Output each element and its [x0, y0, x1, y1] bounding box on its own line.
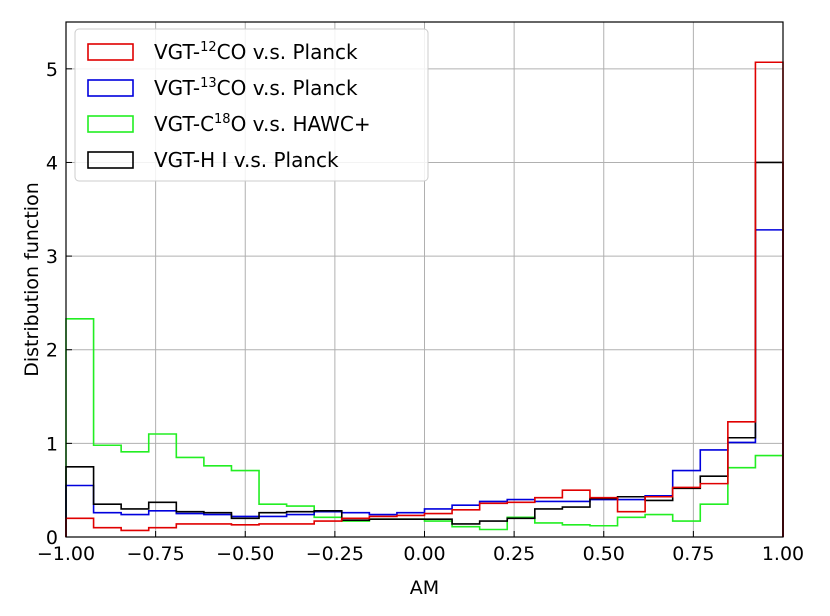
x-axis-label: AM	[410, 577, 439, 599]
x-tick-label: 0.50	[583, 543, 625, 565]
series-layer	[65, 61, 784, 537]
x-tick-label: −0.75	[127, 543, 185, 565]
legend-swatch-hi	[87, 151, 134, 169]
x-tick-label: 0.75	[672, 543, 714, 565]
y-tick-label: 2	[46, 340, 58, 362]
legend-label-co13: VGT-13CO v.s. Planck	[154, 76, 358, 100]
legend-label-c18o: VGT-C18O v.s. HAWC+	[154, 112, 371, 136]
legend-label-co12: VGT-12CO v.s. Planck	[154, 40, 358, 64]
legend: VGT-12CO v.s. Planck VGT-13CO v.s. Planck…	[74, 28, 429, 182]
ticks: −1.00 −0.75 −0.50 −0.25 0.00 0.25 0.50 0.75 1.00…	[37, 59, 804, 565]
x-tick-label: −0.50	[216, 543, 274, 565]
y-axis-label: Distribution function	[21, 182, 43, 377]
legend-label-hi: VGT-H I v.s. Planck	[154, 148, 339, 172]
legend-swatch-c18o	[87, 115, 134, 133]
x-tick-label: 0.00	[403, 543, 445, 565]
x-tick-label: −1.00	[37, 543, 95, 565]
y-tick-label: 0	[46, 527, 58, 549]
y-tick-label: 5	[46, 59, 58, 81]
y-tick-label: 4	[46, 152, 58, 174]
legend-box	[74, 28, 429, 182]
legend-swatch-co13	[87, 79, 134, 97]
y-tick-label: 3	[46, 246, 58, 268]
x-tick-label: 1.00	[762, 543, 804, 565]
series-c18o-line	[65, 318, 784, 537]
y-tick-label: 1	[46, 433, 58, 455]
x-tick-label: −0.25	[306, 543, 364, 565]
legend-swatch-co12	[87, 43, 134, 61]
x-tick-label: 0.25	[493, 543, 535, 565]
series-co12-line	[65, 61, 784, 537]
